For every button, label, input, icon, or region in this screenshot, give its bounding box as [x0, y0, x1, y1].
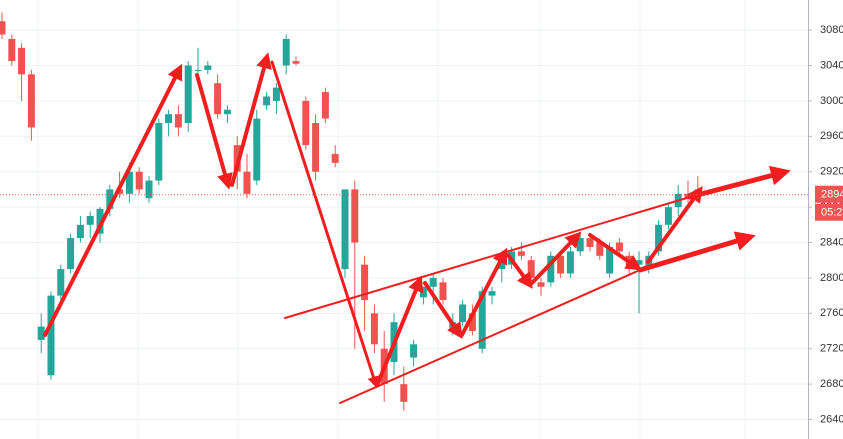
candle-body	[263, 96, 271, 106]
y-tick-label: 2960	[820, 130, 843, 142]
candle-body	[243, 171, 251, 194]
candle-body	[557, 255, 565, 274]
arrow	[588, 233, 642, 271]
candle-body	[76, 224, 84, 239]
y-tick-label: 2760	[820, 307, 843, 319]
candle-body	[655, 224, 663, 252]
candle-body	[361, 264, 369, 301]
candle-body	[410, 344, 418, 358]
candle-body	[547, 255, 555, 283]
y-tick-label: 2920	[820, 166, 843, 178]
candle-body	[96, 208, 104, 234]
candle-body	[184, 65, 192, 124]
y-tick-label: 2800	[820, 272, 843, 284]
y-tick-label: 3080	[820, 24, 843, 36]
candle-body	[302, 100, 310, 146]
candle-body	[606, 246, 614, 274]
arrow	[43, 63, 183, 337]
y-tick-label: 2640	[820, 413, 843, 425]
candle-body	[527, 260, 535, 278]
candle-body	[615, 242, 623, 252]
candle-body	[27, 74, 35, 128]
arrow	[687, 165, 791, 200]
y-tick-label: 2720	[820, 343, 843, 355]
arrow	[376, 275, 424, 385]
y-tick-label: 2840	[820, 236, 843, 248]
candle-body	[292, 61, 300, 64]
candle-body	[439, 282, 447, 301]
candle-body	[635, 260, 643, 265]
candle-body	[155, 123, 163, 181]
candle-body	[312, 123, 320, 172]
arrow	[270, 60, 380, 389]
arrow	[460, 247, 508, 337]
candle-body	[86, 215, 94, 225]
candle-body	[400, 384, 408, 402]
candle-body	[341, 189, 349, 270]
candle-body	[135, 171, 143, 190]
candle-body	[106, 189, 114, 209]
candle-body	[664, 207, 672, 225]
countdown-bg	[815, 203, 843, 221]
candle-body	[370, 313, 378, 345]
candle-body	[468, 313, 476, 332]
candle-body	[331, 154, 339, 163]
price-label: 2894	[821, 189, 843, 201]
candle-body	[351, 189, 359, 243]
channel-line	[339, 269, 641, 404]
candle-body	[537, 282, 545, 287]
y-tick-label: 2680	[820, 378, 843, 390]
candle-body	[223, 109, 231, 115]
candle-body	[194, 69, 202, 71]
candle-body	[566, 251, 574, 274]
price-label-bg	[815, 185, 843, 203]
candle-body	[125, 171, 133, 194]
arrow	[506, 253, 533, 289]
candle-body	[429, 277, 437, 287]
arrow	[195, 73, 233, 190]
candle-body	[57, 269, 65, 296]
candle-body	[459, 304, 467, 323]
candle-body	[214, 83, 222, 115]
arrow	[530, 231, 582, 285]
candle-body	[165, 114, 173, 124]
candle-body	[488, 291, 496, 296]
grid	[0, 0, 808, 439]
candle-body	[47, 295, 55, 376]
candle-body	[478, 291, 486, 349]
annotations	[43, 52, 791, 404]
candle-body	[282, 38, 290, 66]
arrow	[230, 52, 272, 187]
arrow	[423, 281, 463, 339]
candle-body	[0, 21, 6, 35]
candle-body	[18, 47, 26, 75]
candle-body	[145, 180, 153, 199]
y-tick-label: 3040	[820, 59, 843, 71]
candle-body	[419, 286, 427, 298]
candle-body	[174, 114, 182, 128]
candle-body	[517, 251, 525, 256]
candle-body	[37, 326, 45, 340]
candle-body	[596, 242, 604, 256]
countdown-label: 05:2	[821, 207, 842, 219]
arrow	[637, 231, 756, 273]
candle-body	[272, 87, 280, 101]
candle-body	[8, 38, 16, 62]
candle-body	[67, 238, 75, 270]
y-tick-label: 3000	[820, 95, 843, 107]
candle-body	[253, 118, 261, 181]
candle-body	[321, 92, 329, 119]
channel-line	[284, 196, 691, 319]
candle-body	[204, 65, 212, 70]
candle-body	[576, 238, 584, 252]
candle-body	[586, 238, 594, 247]
arrow	[646, 186, 703, 264]
